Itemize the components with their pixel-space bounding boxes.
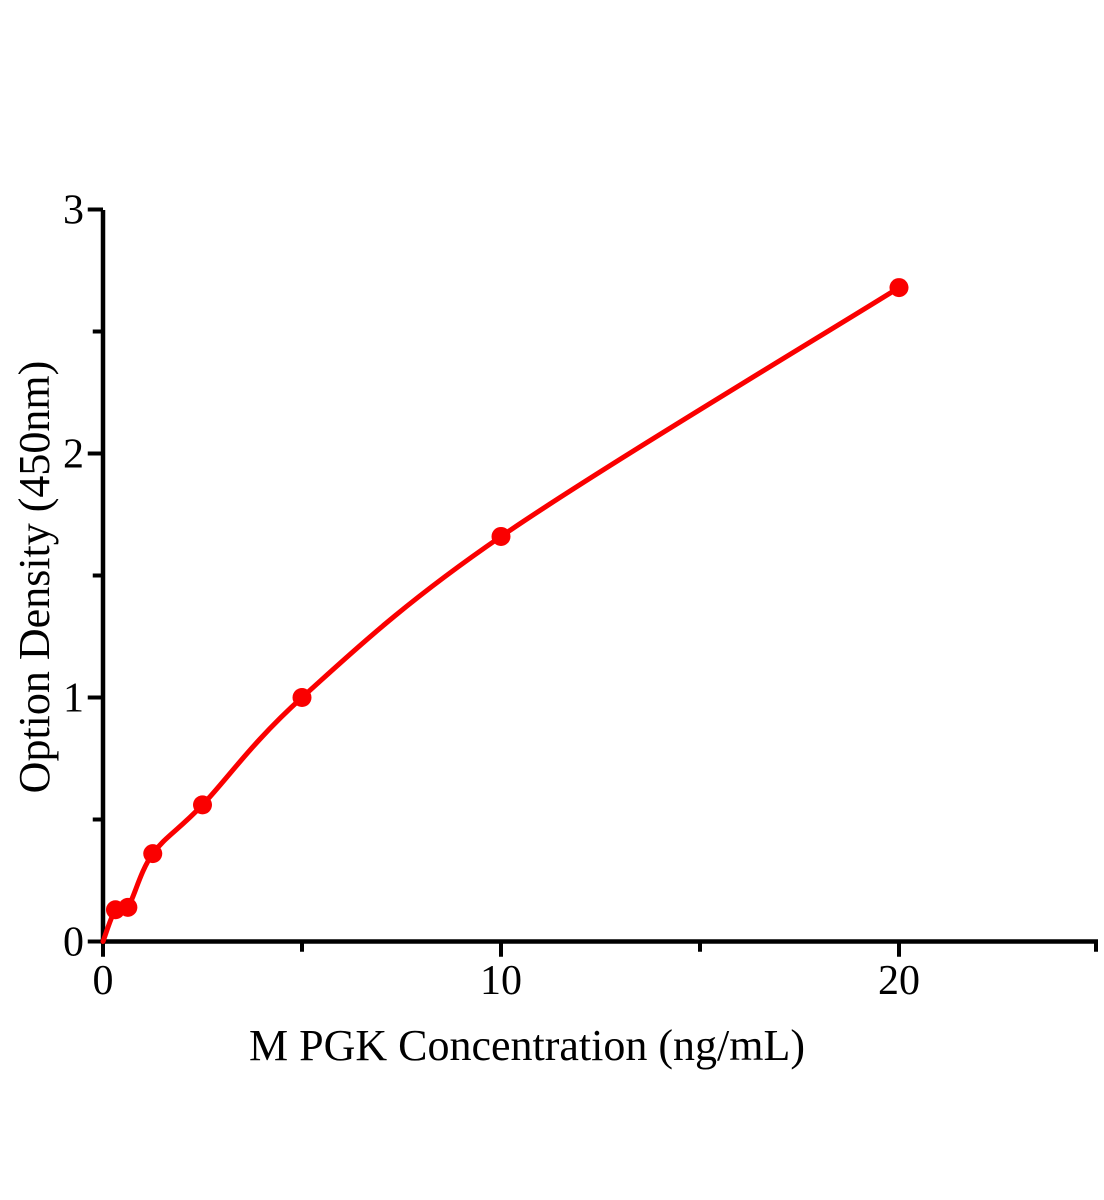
x-tick-label: 10 [480,958,522,1004]
y-tick-label: 3 [63,188,84,234]
x-axis-title: M PGK Concentration (ng/mL) [248,1021,806,1070]
y-axis-title: Option Density (450nm) [10,360,59,794]
data-point-marker [143,844,163,864]
data-point-marker [193,795,212,815]
y-tick-label: 0 [63,920,84,966]
data-point-marker [491,526,511,546]
data-point-marker [292,688,312,707]
data-point-marker [889,278,909,298]
y-tick-label: 2 [63,432,84,478]
data-point-marker [118,897,138,917]
y-tick-label: 1 [63,676,84,722]
x-tick-label: 0 [93,958,114,1004]
x-tick-label: 20 [878,958,920,1004]
standard-curve-line [100,285,902,944]
